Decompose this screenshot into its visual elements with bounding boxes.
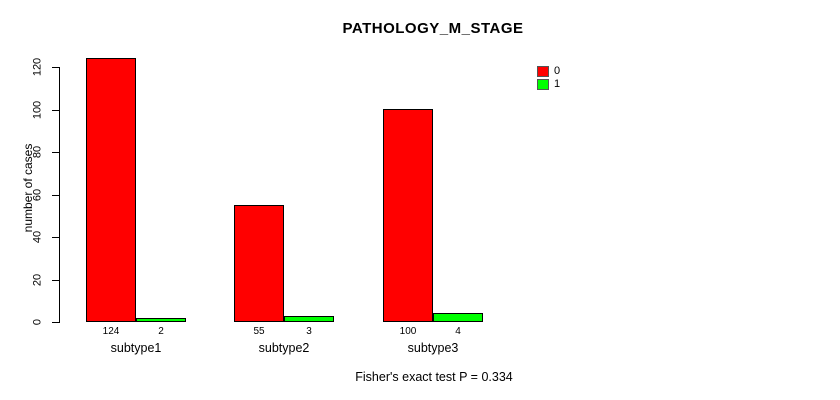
bar-subtype1-group1 (136, 318, 186, 322)
bar-value-label: 4 (455, 326, 461, 337)
bar-value-label: 3 (306, 326, 312, 337)
legend-label: 1 (554, 77, 561, 90)
legend-swatch-1 (537, 78, 549, 90)
y-tick-label: 20 (31, 273, 44, 286)
bar-value-label: 124 (102, 326, 120, 337)
bar-subtype3-group1 (433, 313, 483, 322)
legend-item: 0 (537, 65, 560, 77)
y-tick-label: 100 (31, 100, 44, 119)
bar-value-label: 55 (253, 326, 265, 337)
bar-subtype2-group0 (234, 205, 284, 322)
bar-subtype1-group0 (86, 58, 136, 322)
category-label: subtype3 (407, 341, 459, 355)
bar-value-label: 100 (399, 326, 417, 337)
bar-value-label: 2 (158, 326, 164, 337)
category-label: subtype1 (110, 341, 162, 355)
y-tick-label: 40 (31, 230, 44, 244)
y-tick-label: 60 (31, 188, 44, 201)
category-label: subtype2 (258, 341, 310, 355)
legend-swatch-0 (537, 65, 549, 77)
legend-label: 0 (554, 64, 561, 77)
y-axis-tick (52, 152, 59, 153)
fisher-test-annotation: Fisher's exact test P = 0.334 (355, 370, 513, 384)
y-axis-tick (52, 322, 59, 323)
y-axis-tick (52, 279, 59, 281)
y-axis (59, 67, 60, 323)
y-axis-tick (52, 237, 59, 238)
y-tick-label: 0 (31, 318, 44, 326)
y-tick-label: 120 (31, 57, 44, 77)
chart-title: PATHOLOGY_M_STAGE (342, 20, 524, 37)
y-axis-tick (52, 109, 59, 111)
y-tick-label: 80 (31, 145, 44, 159)
y-axis-tick (52, 194, 59, 196)
y-axis-tick (52, 67, 59, 68)
legend-item: 1 (537, 78, 560, 90)
bar-subtype3-group0 (383, 109, 433, 322)
bar-subtype2-group1 (284, 316, 334, 322)
